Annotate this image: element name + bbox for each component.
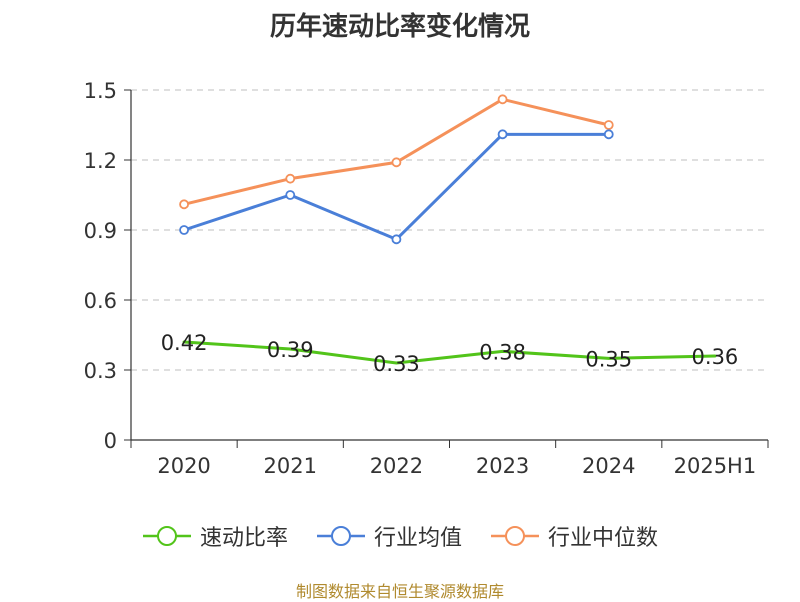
y-tick-label: 1.2 [84, 149, 117, 173]
legend: 速动比率 行业均值 行业中位数 [0, 519, 800, 553]
data-label: 0.39 [267, 338, 314, 362]
x-tick-label: 2021 [264, 454, 317, 478]
legend-item[interactable]: 行业均值 [316, 520, 462, 552]
data-point [391, 234, 402, 245]
legend-swatch-marker [330, 526, 351, 546]
y-tick-label: 0 [104, 429, 117, 453]
y-tick-label: 0.9 [84, 219, 117, 243]
data-label: 0.38 [479, 340, 526, 364]
legend-swatch [491, 526, 539, 546]
x-tick-label: 2022 [370, 454, 423, 478]
axes: 0 0.3 0.6 0.9 1.2 1.5 2020 2021 2022 2023 2024 2025… [84, 79, 769, 478]
data-label: 0.42 [161, 331, 208, 355]
data-point [497, 94, 508, 105]
data-point [391, 157, 402, 168]
x-tick-label: 2025H1 [674, 454, 757, 478]
legend-item[interactable]: 行业中位数 [490, 520, 658, 552]
data-point [497, 129, 508, 140]
data-point [603, 129, 614, 140]
x-tick-label: 2020 [157, 454, 210, 478]
legend-swatch-marker [156, 526, 177, 546]
data-point [179, 199, 189, 210]
x-tick-label: 2024 [582, 454, 635, 478]
legend-swatch [142, 526, 191, 546]
data-point [179, 225, 189, 235]
series-layer [179, 94, 717, 365]
series-line [182, 340, 717, 365]
series-line [182, 97, 611, 206]
data-labels: 0.42 0.39 0.33 0.38 0.35 0.36 [161, 331, 739, 376]
y-tick-label: 0.3 [84, 359, 117, 383]
legend-label: 行业中位数 [548, 526, 659, 551]
data-point [285, 190, 296, 200]
legend-label: 行业均值 [373, 526, 462, 551]
y-tick-label: 1.5 [84, 79, 117, 103]
legend-item[interactable]: 速动比率 [142, 520, 288, 552]
legend-swatch [316, 526, 365, 546]
chart-title: 历年速动比率变化情况 [269, 12, 530, 42]
data-label: 0.35 [585, 347, 632, 371]
data-label: 0.36 [692, 345, 739, 369]
series-line [182, 132, 611, 241]
gridlines [131, 89, 768, 371]
data-label: 0.33 [373, 352, 420, 376]
legend-swatch-marker [505, 526, 525, 546]
legend-label: 速动比率 [199, 526, 288, 551]
x-tick-label: 2023 [476, 454, 529, 478]
data-point [603, 120, 614, 130]
y-tick-label: 0.6 [84, 289, 117, 313]
data-point [285, 173, 296, 184]
source-note: 制图数据来自恒生聚源数据库 [295, 582, 504, 601]
